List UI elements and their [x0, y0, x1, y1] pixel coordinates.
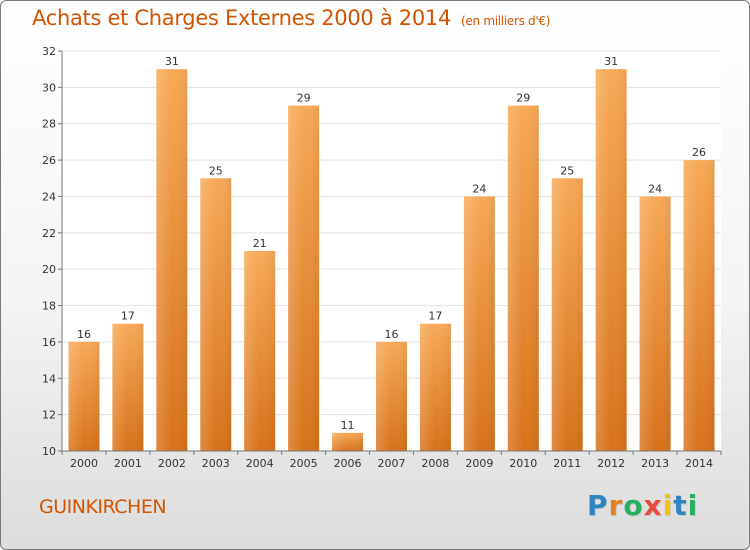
y-tick-label: 10	[42, 445, 56, 458]
y-tick-label: 18	[42, 300, 56, 313]
bar-shine	[288, 105, 320, 451]
bar-shine	[244, 251, 276, 451]
x-tick-label: 2000	[70, 457, 98, 470]
bar-shine	[112, 323, 144, 451]
y-tick-label: 24	[42, 190, 56, 203]
bar-shine	[332, 432, 364, 451]
bar-shine	[156, 69, 188, 451]
bar-shine	[683, 160, 715, 451]
chart-title: Achats et Charges Externes 2000 à 2014	[32, 6, 452, 30]
logo-letter: i	[662, 489, 674, 522]
chart-subtitle: (en milliers d'€)	[461, 14, 551, 28]
bar-shine	[419, 323, 451, 451]
y-tick-label: 20	[42, 263, 56, 276]
data-labels: 16 17 31 25 21 29 11 16 17 24 29 25 31 24 26	[77, 55, 706, 432]
axes: 10 12 14 16 18 20 22 24 26 28 30 32 2000 2001 2002 2003…	[42, 45, 722, 470]
data-label: 11	[341, 419, 355, 432]
data-label: 25	[209, 164, 223, 177]
y-tick-label: 16	[42, 336, 56, 349]
data-label: 16	[77, 328, 91, 341]
y-tick-label: 28	[42, 118, 56, 131]
bar-shine	[595, 69, 627, 451]
x-tick-label: 2006	[334, 457, 362, 470]
data-label: 29	[297, 92, 311, 105]
bar-shine	[551, 178, 583, 452]
bar-shine	[507, 105, 539, 451]
y-tick-label: 26	[42, 154, 56, 167]
x-tick-label: 2005	[290, 457, 318, 470]
y-tick-label: 22	[42, 227, 56, 240]
bar-shine	[639, 196, 671, 451]
logo-letter: r	[608, 489, 624, 522]
data-label: 24	[472, 182, 486, 195]
data-label: 16	[385, 328, 399, 341]
logo-letter: x	[643, 489, 663, 522]
commune-name: GUINKIRCHEN	[39, 496, 167, 518]
data-label: 31	[165, 55, 179, 68]
bar-shine	[376, 341, 407, 451]
chart-title-group: Achats et Charges Externes 2000 à 2014 (e…	[32, 6, 550, 30]
y-tick-label: 30	[42, 81, 56, 94]
bars	[68, 69, 715, 452]
data-label: 17	[428, 310, 442, 323]
logo-letter: t	[673, 489, 688, 522]
data-label: 31	[604, 55, 618, 68]
logo-letter: o	[623, 489, 644, 522]
y-tick-label: 32	[42, 45, 56, 58]
x-tick-label: 2014	[685, 457, 713, 470]
x-tick-label: 2002	[158, 457, 186, 470]
data-label: 21	[253, 237, 267, 250]
proxiti-logo: Proxiti	[587, 489, 698, 522]
bar-shine	[463, 196, 495, 451]
logo-letter: i	[687, 489, 699, 522]
x-tick-label: 2009	[465, 457, 493, 470]
x-tick-label: 2007	[378, 457, 406, 470]
data-label: 17	[121, 310, 135, 323]
data-label: 29	[516, 92, 530, 105]
x-tick-label: 2003	[202, 457, 230, 470]
logo-letter: P	[587, 489, 609, 522]
data-label: 25	[560, 164, 574, 177]
y-tick-label: 12	[42, 409, 56, 422]
y-tick-label: 14	[42, 372, 56, 385]
x-tick-label: 2012	[597, 457, 625, 470]
data-label: 26	[692, 146, 706, 159]
x-tick-label: 2011	[553, 457, 581, 470]
x-tick-label: 2004	[246, 457, 274, 470]
x-tick-label: 2001	[114, 457, 142, 470]
data-label: 24	[648, 182, 662, 195]
bar-shine	[68, 341, 100, 451]
bar-shine	[200, 178, 232, 452]
x-tick-label: 2008	[421, 457, 449, 470]
x-tick-label: 2010	[509, 457, 537, 470]
x-tick-label: 2013	[641, 457, 669, 470]
